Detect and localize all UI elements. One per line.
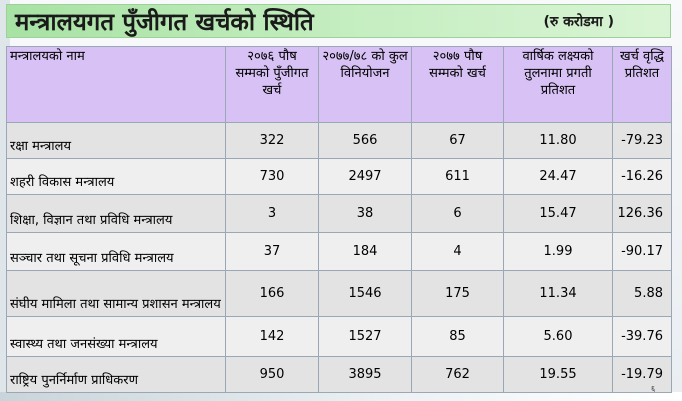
- growth-cell: -16.26: [612, 158, 672, 195]
- table-row: शिक्षा, विज्ञान तथा प्रविधि मन्त्रालय 3 …: [6, 194, 672, 233]
- exp-cell: 175: [411, 270, 504, 317]
- prev-exp-cell: 142: [225, 316, 319, 357]
- allocation-cell: 566: [318, 122, 412, 159]
- header-progress-percent: वार्षिक लक्ष्यको तुलनामा प्रगती प्रतिशत: [503, 46, 613, 123]
- bottom-decoration: [0, 392, 682, 401]
- exp-cell: 6: [411, 194, 504, 233]
- exp-cell: 611: [411, 158, 504, 195]
- progress-cell: 11.80: [503, 122, 613, 159]
- exp-cell: 67: [411, 122, 504, 159]
- page-number: ६: [651, 384, 656, 393]
- header-ministry-name: मन्त्रालयको नाम: [6, 46, 226, 123]
- allocation-cell: 1527: [318, 316, 412, 357]
- unit-label: (रु करोडमा ): [543, 14, 614, 30]
- ministry-name: सञ्चार तथा सूचना प्रविधि मन्त्रालय: [6, 232, 226, 271]
- prev-exp-cell: 950: [225, 356, 319, 393]
- progress-cell: 19.55: [503, 356, 613, 393]
- exp-cell: 762: [411, 356, 504, 393]
- prev-exp-cell: 3: [225, 194, 319, 233]
- header-current-exp: २०७७ पौष सम्मको खर्च: [411, 46, 504, 123]
- table-row: संघीय मामिला तथा सामान्य प्रशासन मन्त्रा…: [6, 270, 672, 317]
- prev-exp-cell: 37: [225, 232, 319, 271]
- prev-exp-cell: 166: [225, 270, 319, 317]
- header-total-allocation: २०७७/७८ को कुल विनियोजन: [318, 46, 412, 123]
- progress-cell: 15.47: [503, 194, 613, 233]
- allocation-cell: 3895: [318, 356, 412, 393]
- growth-cell: -90.17: [612, 232, 672, 271]
- table-row: सञ्चार तथा सूचना प्रविधि मन्त्रालय 37 18…: [6, 232, 672, 271]
- ministry-name: रक्षा मन्त्रालय: [6, 122, 226, 159]
- table-row: रक्षा मन्त्रालय 322 566 67 11.80 -79.23: [6, 122, 672, 159]
- exp-cell: 85: [411, 316, 504, 357]
- ministry-name: शिक्षा, विज्ञान तथा प्रविधि मन्त्रालय: [6, 194, 226, 233]
- slide-title: मन्त्रालयगत पुँजीगत खर्चको स्थिति: [15, 8, 314, 36]
- prev-exp-cell: 730: [225, 158, 319, 195]
- allocation-cell: 1546: [318, 270, 412, 317]
- progress-cell: 5.60: [503, 316, 613, 357]
- ministry-name: राष्ट्रिय पुनर्निर्माण प्राधिकरण: [6, 356, 226, 393]
- table-header-row: मन्त्रालयको नाम २०७६ पौष सम्मको पुँजीगत …: [6, 46, 672, 123]
- ministry-name: संघीय मामिला तथा सामान्य प्रशासन मन्त्रा…: [6, 270, 226, 317]
- allocation-cell: 38: [318, 194, 412, 233]
- growth-cell: -39.76: [612, 316, 672, 357]
- header-growth-percent: खर्च वृद्धि प्रतिशत: [612, 46, 672, 123]
- title-bar: मन्त्रालयगत पुँजीगत खर्चको स्थिति (रु कर…: [6, 4, 671, 38]
- growth-cell: 126.36: [612, 194, 672, 233]
- ministry-name: स्वास्थ्य तथा जनसंख्या मन्त्रालय: [6, 316, 226, 357]
- allocation-cell: 184: [318, 232, 412, 271]
- exp-cell: 4: [411, 232, 504, 271]
- header-prev-capital-exp: २०७६ पौष सम्मको पुँजीगत खर्च: [225, 46, 319, 123]
- growth-cell: -19.79: [612, 356, 672, 393]
- table-row: शहरी विकास मन्त्रालय 730 2497 611 24.47 …: [6, 158, 672, 195]
- progress-cell: 24.47: [503, 158, 613, 195]
- progress-cell: 11.34: [503, 270, 613, 317]
- allocation-cell: 2497: [318, 158, 412, 195]
- table-row: स्वास्थ्य तथा जनसंख्या मन्त्रालय 142 152…: [6, 316, 672, 357]
- ministry-name: शहरी विकास मन्त्रालय: [6, 158, 226, 195]
- capital-expenditure-table: मन्त्रालयको नाम २०७६ पौष सम्मको पुँजीगत …: [6, 46, 672, 393]
- progress-cell: 1.99: [503, 232, 613, 271]
- growth-cell: -79.23: [612, 122, 672, 159]
- left-decoration: [0, 0, 10, 401]
- growth-cell: 5.88: [612, 270, 672, 317]
- table-row: राष्ट्रिय पुनर्निर्माण प्राधिकरण 950 389…: [6, 356, 672, 393]
- prev-exp-cell: 322: [225, 122, 319, 159]
